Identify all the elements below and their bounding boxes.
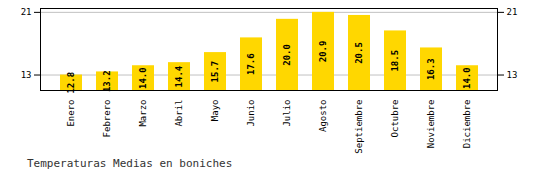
svg-text:14.4: 14.4 (174, 65, 184, 87)
svg-text:20.5: 20.5 (354, 42, 364, 64)
svg-text:14.0: 14.0 (138, 67, 148, 89)
svg-text:Mayo: Mayo (210, 100, 220, 122)
svg-text:20.9: 20.9 (318, 41, 328, 63)
svg-text:Abril: Abril (174, 100, 184, 127)
svg-text:21: 21 (21, 7, 32, 17)
svg-text:Septiembre: Septiembre (354, 100, 364, 154)
svg-text:17.6: 17.6 (246, 53, 256, 75)
svg-text:Febrero: Febrero (102, 100, 112, 138)
svg-text:12.8: 12.8 (66, 72, 76, 94)
svg-text:Diciembre: Diciembre (462, 100, 472, 149)
svg-text:Marzo: Marzo (138, 100, 148, 127)
svg-text:Enero: Enero (66, 100, 76, 127)
svg-text:20.0: 20.0 (282, 44, 292, 66)
html-text:Temperaturas Medias en boniche: Temperaturas Medias en boniches (27, 157, 233, 170)
svg-text:13: 13 (21, 70, 32, 80)
svg-text:16.3: 16.3 (426, 58, 436, 80)
svg-text:Julio: Julio (282, 100, 292, 127)
svg-text:Octubre: Octubre (390, 100, 400, 138)
svg-text:Agosto: Agosto (318, 100, 328, 133)
svg-text:14.0: 14.0 (462, 67, 472, 89)
svg-text:Junio: Junio (246, 100, 256, 127)
svg-text:18.5: 18.5 (390, 50, 400, 72)
svg-text:21: 21 (507, 7, 518, 17)
svg-text:13: 13 (507, 70, 518, 80)
svg-text:13.2: 13.2 (102, 70, 112, 92)
svg-text:Noviembre: Noviembre (426, 100, 436, 149)
svg-text:15.7: 15.7 (210, 61, 220, 83)
